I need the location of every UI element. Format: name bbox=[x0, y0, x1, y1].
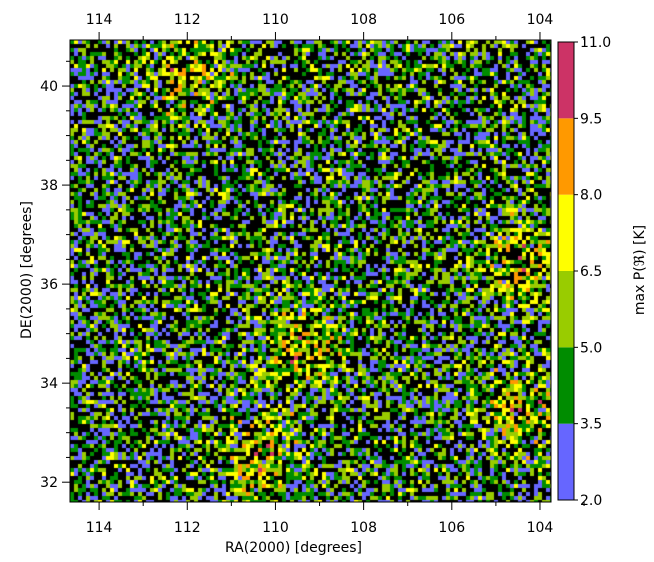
colorbar-segment bbox=[558, 194, 574, 271]
colorbar-tick-label: 3.5 bbox=[580, 417, 602, 433]
y-tick-label: 32 bbox=[40, 475, 58, 491]
y-tick-label: 34 bbox=[40, 376, 58, 392]
x-tick-label: 106 bbox=[438, 520, 465, 536]
x-tick-label-top: 112 bbox=[174, 12, 201, 28]
colorbar-segment bbox=[558, 118, 574, 195]
plot-frame bbox=[69, 39, 552, 503]
x-tick-label: 108 bbox=[350, 520, 377, 536]
y-tick-label: 40 bbox=[40, 79, 58, 95]
colorbar-tick-label: 8.0 bbox=[580, 188, 602, 204]
x-tick-label-top: 114 bbox=[86, 12, 113, 28]
y-axis-label: DE(2000) [degrees] bbox=[19, 201, 35, 339]
colorbar-tick-label: 6.5 bbox=[580, 264, 602, 280]
colorbar-segment bbox=[558, 42, 574, 119]
x-tick-label: 110 bbox=[262, 520, 289, 536]
colorbar-tick-label: 5.0 bbox=[580, 340, 602, 356]
colorbar-label: max P(ℜ) [K] bbox=[632, 224, 648, 316]
x-tick-label: 104 bbox=[527, 520, 554, 536]
colorbar-tick-label: 2.0 bbox=[580, 493, 602, 509]
y-tick-label: 36 bbox=[40, 277, 58, 293]
colorbar-segment bbox=[558, 423, 574, 500]
heatmap-cells bbox=[70, 40, 551, 502]
y-tick-label: 38 bbox=[40, 178, 58, 194]
x-tick-label: 114 bbox=[86, 520, 113, 536]
x-tick-label-top: 104 bbox=[527, 12, 554, 28]
colorbar-segment bbox=[558, 271, 574, 348]
x-tick-label-top: 110 bbox=[262, 12, 289, 28]
colorbar-segment bbox=[558, 347, 574, 424]
x-axis-label: RA(2000) [degrees] bbox=[225, 540, 363, 556]
x-tick-label: 112 bbox=[174, 520, 201, 536]
colorbar-tick-label: 11.0 bbox=[580, 35, 611, 51]
x-tick-label-top: 108 bbox=[350, 12, 377, 28]
x-tick-label-top: 106 bbox=[438, 12, 465, 28]
colorbar-tick-label: 9.5 bbox=[580, 111, 602, 127]
